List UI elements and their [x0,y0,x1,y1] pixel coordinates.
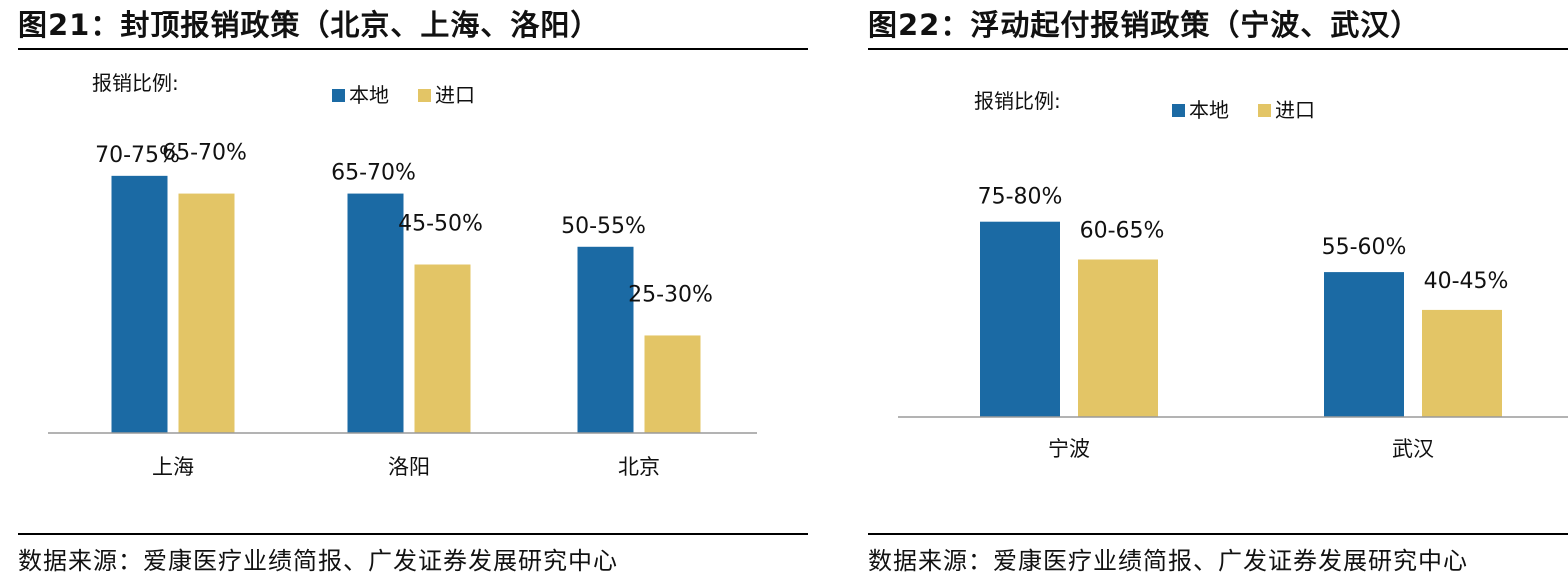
bar-local-0 [980,221,1060,417]
bar-import-2 [644,335,701,433]
bar-import-1 [1422,309,1502,417]
data-label: 55-60% [1322,235,1407,260]
figure-22: 图22：浮动起付报销政策（宁波、武汉） 报销比例: 本地 进口 75-80% 60-65… [848,0,1568,587]
data-label: 40-45% [1424,269,1509,294]
data-label: 45-50% [398,212,483,237]
bar-local-1 [1324,272,1404,417]
legend-label-local: 本地 [1189,98,1229,122]
title-divider [18,48,808,50]
data-label: 50-55% [561,214,646,239]
bar-local-1 [347,193,404,433]
bar-import-0 [1078,259,1158,417]
legend-swatch-local [1172,104,1185,117]
ratio-note: 报销比例: [974,89,1061,113]
bar-local-2 [577,246,634,433]
figure-22-title: 图22：浮动起付报销政策（宁波、武汉） [868,8,1421,42]
category-label: 武汉 [1392,437,1434,461]
title-divider [868,48,1568,50]
bar-import-1 [414,264,471,433]
category-label: 洛阳 [388,455,430,479]
legend-swatch-local [332,89,345,102]
ratio-note: 报销比例: [92,71,179,95]
figure-21-title: 图21：封顶报销政策（北京、上海、洛阳） [18,8,601,42]
figure-22-source: 数据来源：爱康医疗业绩简报、广发证券发展研究中心 [868,547,1468,575]
chart-21: 报销比例: 本地 进口70-75%65-70%上海65-70%45-50%洛阳50-… [48,71,757,479]
data-label: 70-75% [95,143,180,168]
legend-label-import: 进口 [1275,98,1315,122]
source-divider [868,533,1568,535]
figure-21-source: 数据来源：爱康医疗业绩简报、广发证券发展研究中心 [18,547,618,575]
bar-local-0 [111,175,168,433]
data-label: 75-80% [978,185,1063,210]
legend-label-local: 本地 [349,83,389,107]
data-label: 25-30% [628,282,713,307]
data-label: 60-65% [1080,219,1165,244]
data-label: 65-70% [162,141,247,166]
category-label: 宁波 [1048,437,1090,461]
source-divider [18,533,808,535]
chart-22: 报销比例: 本地 进口 75-80% 60-65% 宁波 55-60% 40-45% 武汉 [898,89,1568,461]
legend-label-import: 进口 [435,83,475,107]
category-label: 北京 [618,455,660,479]
figure-21: 图21：封顶报销政策（北京、上海、洛阳） 报销比例: 本地 进口 70-75% 65-7… [18,8,808,575]
data-label: 65-70% [331,161,416,186]
legend-swatch-import [1258,104,1271,117]
legend-swatch-import [418,89,431,102]
bar-import-0 [178,193,235,433]
category-label: 上海 [152,455,194,479]
